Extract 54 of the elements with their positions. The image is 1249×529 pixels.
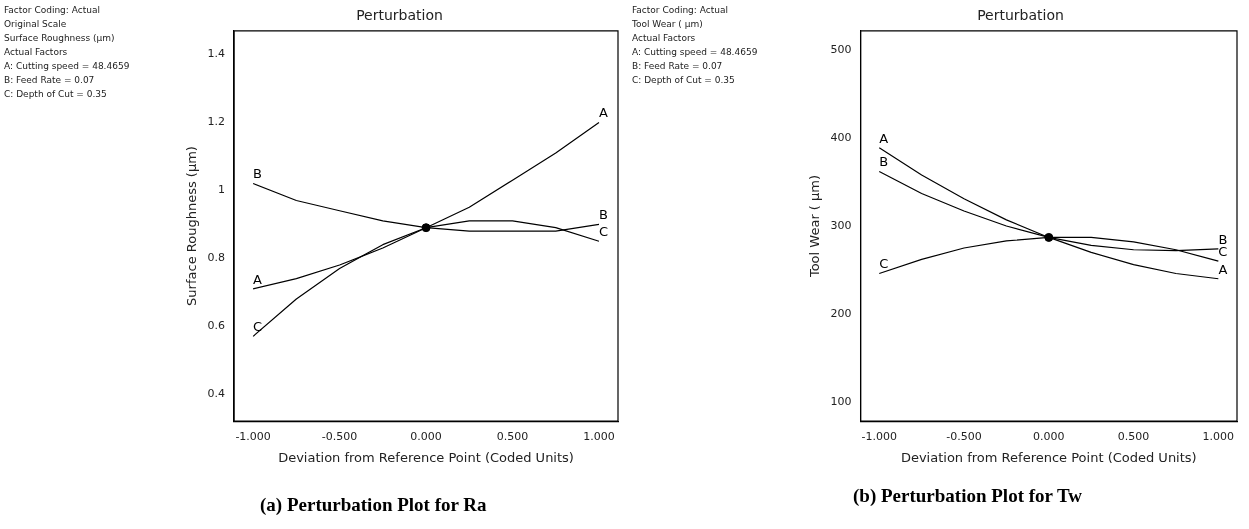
y-tick-label: 400 [830, 130, 852, 144]
text: (a) Perturbation Plot for Ra [260, 494, 487, 516]
text: A: Cutting speed = 48.4659 [4, 60, 131, 72]
text: B: Feed Rate = 0.07 [632, 60, 724, 72]
x-axis-title: Deviation from Reference Point (Coded Units) [900, 449, 1197, 465]
y-tick-label: 500 [830, 43, 852, 56]
chart-title: Perturbation [977, 7, 1064, 24]
y-tick-label: 0.4 [207, 386, 226, 400]
series-label: A [879, 130, 889, 146]
y-tick-label: 0.8 [207, 251, 226, 265]
series-label: B [599, 207, 608, 223]
text: C: Depth of Cut = 0.35 [632, 74, 736, 86]
chart-title: Perturbation [356, 7, 443, 24]
text: Original Scale [4, 18, 68, 30]
text: (b) Perturbation Plot for Tw [853, 485, 1083, 507]
x-tick-label: -1.000 [861, 429, 897, 443]
text: Actual Factors [4, 46, 69, 58]
text: Factor Coding: Actual [632, 4, 729, 16]
y-tick-label: 100 [830, 394, 852, 408]
x-tick-label: 0.000 [410, 429, 442, 443]
y-tick-label: 200 [830, 306, 852, 320]
series-label: A [253, 271, 263, 287]
x-tick-label: 0.500 [1117, 429, 1150, 443]
text: A: Cutting speed = 48.4659 [632, 46, 759, 58]
x-tick-label: -0.500 [321, 429, 358, 443]
text: Tool Wear ( µm) [632, 18, 704, 30]
series-label: B [1218, 231, 1228, 247]
text: C [1218, 244, 1228, 260]
text: Surface Roughness (µm) [4, 32, 116, 44]
y-tick-label: 1.2 [207, 115, 226, 129]
text: C [598, 224, 608, 240]
x-tick-label: 1.000 [583, 429, 615, 443]
y-tick-label: 300 [830, 218, 852, 232]
text: A [599, 105, 608, 121]
text: Factor Coding: Actual [4, 4, 101, 16]
x-tick-label: 0.000 [1033, 429, 1065, 443]
text: B: Feed Rate = 0.07 [4, 74, 96, 86]
x-axis-title: Deviation from Reference Point (Coded Units) [278, 449, 574, 465]
text: C: Depth of Cut = 0.35 [4, 88, 108, 100]
y-tick-label: 0.6 [207, 319, 226, 333]
series-label: C [879, 256, 889, 272]
series-label: C [253, 319, 263, 335]
x-tick-label: -0.500 [946, 429, 982, 443]
text: Actual Factors [632, 32, 697, 44]
x-tick-label: 1.000 [1202, 429, 1235, 443]
y-tick-label: 1.4 [207, 47, 226, 61]
x-tick-label: 0.500 [496, 429, 529, 443]
y-axis-title: Tool Wear ( µm) [807, 174, 823, 279]
x-tick-label: -1.000 [235, 429, 271, 443]
y-axis-title: Surface Roughness (µm) [184, 146, 200, 306]
text: B [879, 154, 889, 170]
y-tick-label: 1 [218, 183, 226, 197]
text: A [1218, 261, 1228, 277]
text: B [253, 166, 263, 182]
